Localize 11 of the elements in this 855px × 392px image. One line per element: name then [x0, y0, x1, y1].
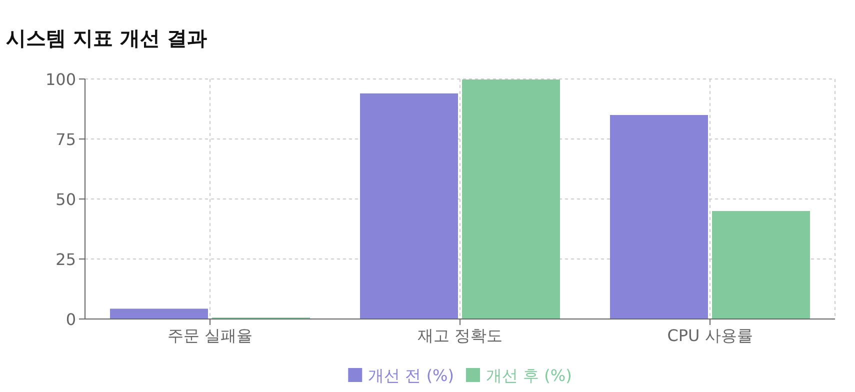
- x-tick-label: 주문 실패율: [167, 326, 253, 345]
- chart-title: 시스템 지표 개선 결과: [6, 26, 207, 50]
- x-tick-label: 재고 정확도: [417, 326, 503, 345]
- y-tick-label: 75: [56, 130, 76, 149]
- y-tick-label: 100: [45, 70, 76, 89]
- y-tick-label: 50: [56, 190, 76, 209]
- legend-label: 개선 후 (%): [486, 366, 572, 385]
- legend-label: 개선 전 (%): [368, 366, 454, 385]
- x-tick-label: CPU 사용률: [667, 326, 753, 345]
- y-tick-label: 0: [66, 310, 76, 329]
- y-tick-label: 25: [56, 250, 76, 269]
